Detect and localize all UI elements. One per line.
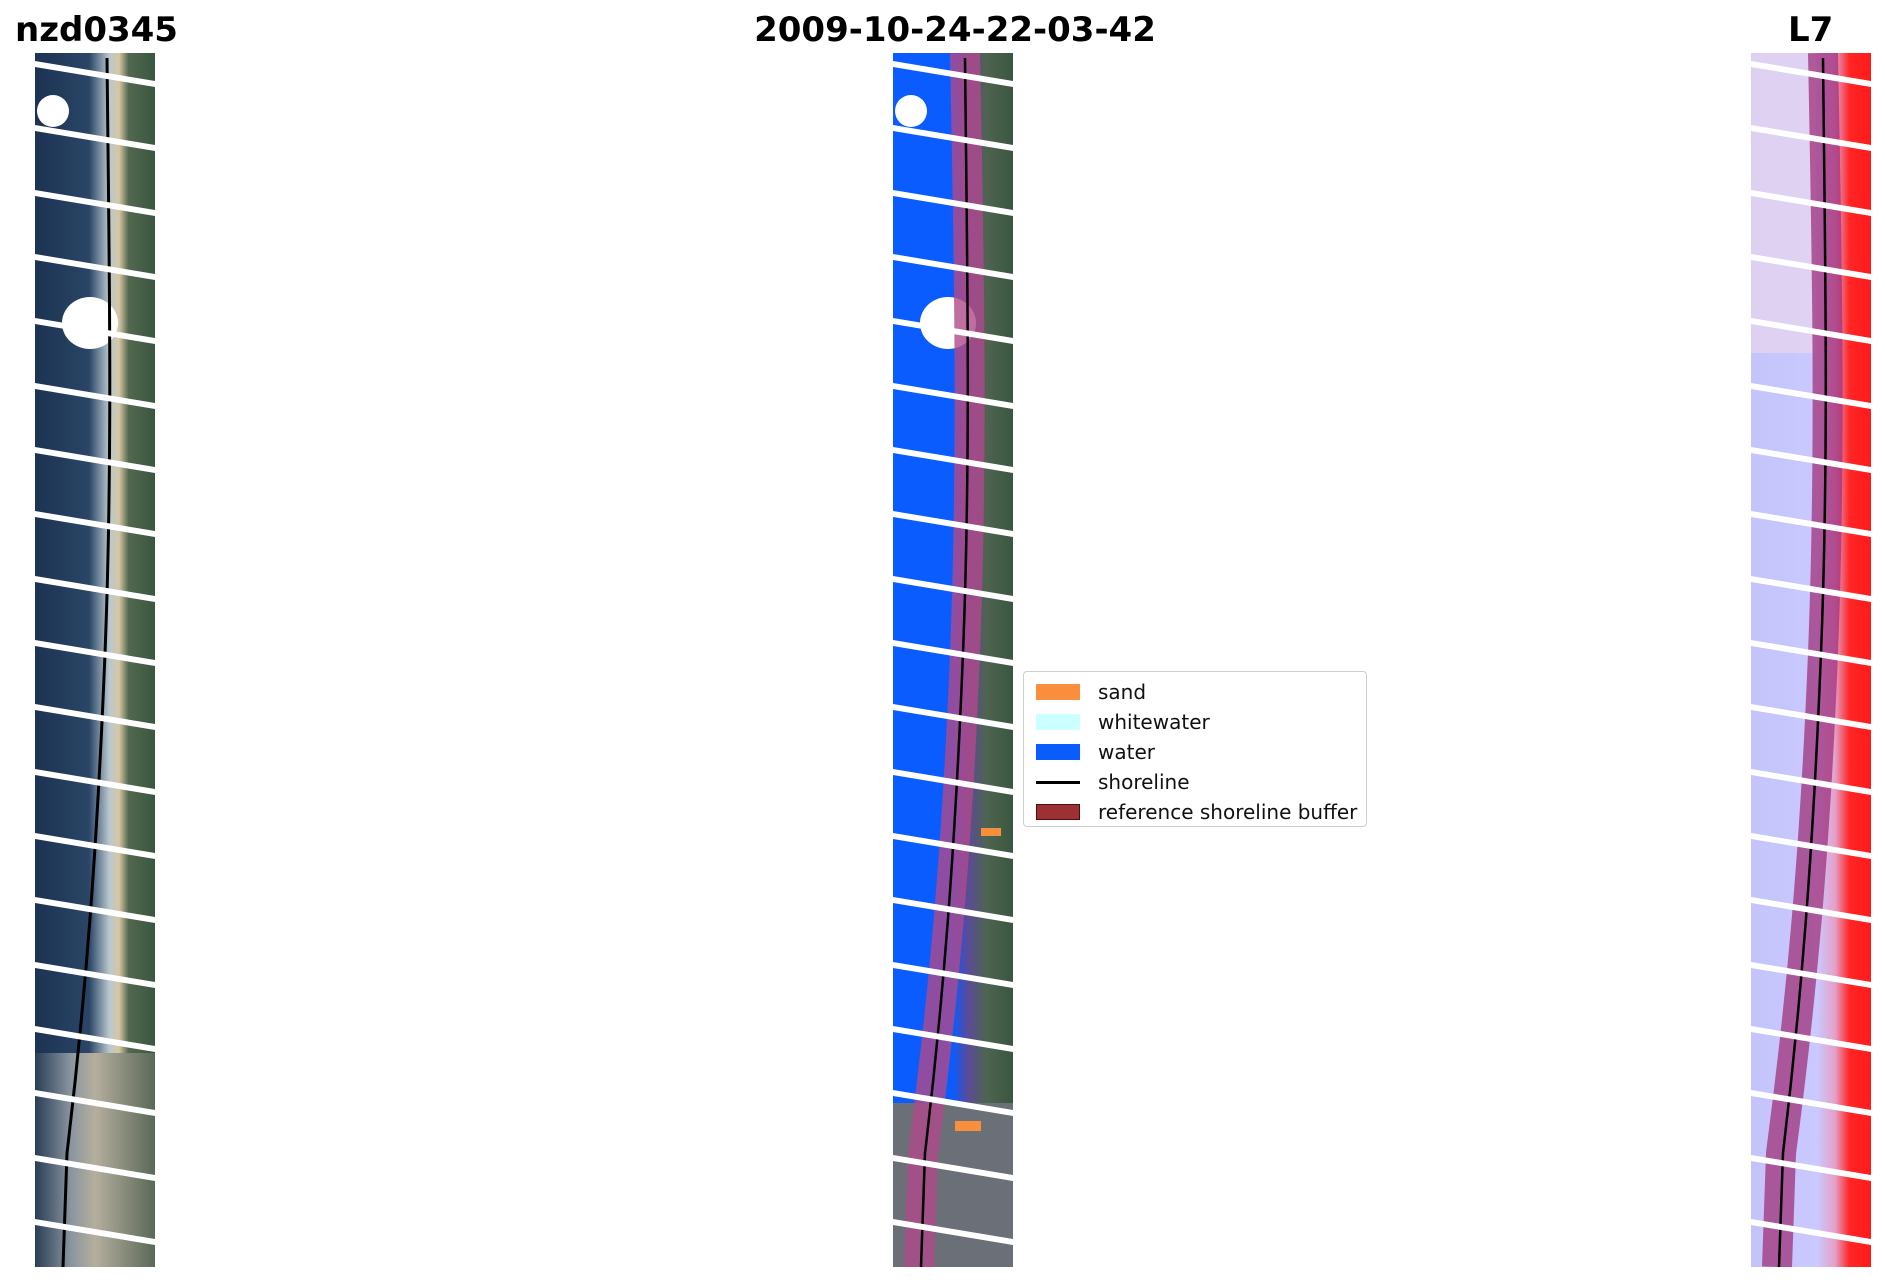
legend-label: water <box>1098 740 1155 764</box>
index-image <box>1751 53 1871 1267</box>
legend-item-shoreline: shoreline <box>1030 766 1360 796</box>
panel-title-site: nzd0345 <box>15 10 178 50</box>
sand-swatch <box>1036 684 1080 700</box>
legend-label: sand <box>1098 680 1147 704</box>
buffer-swatch <box>1036 804 1080 820</box>
panel-title-date: 2009-10-24-22-03-42 <box>754 10 1156 50</box>
rgb-image-panel <box>35 53 155 1267</box>
legend: sand whitewater water shoreline referenc… <box>1023 671 1367 827</box>
whitewater-swatch <box>1036 714 1080 730</box>
legend-label: reference shoreline buffer <box>1098 800 1358 824</box>
index-image-panel <box>1751 53 1871 1267</box>
rgb-image <box>35 53 155 1267</box>
legend-item-whitewater: whitewater <box>1030 706 1360 736</box>
classified-image <box>893 53 1013 1267</box>
panel-title-satellite: L7 <box>1788 10 1834 50</box>
legend-item-buffer: reference shoreline buffer <box>1030 796 1360 826</box>
legend-label: whitewater <box>1098 710 1210 734</box>
classified-image-panel <box>893 53 1013 1267</box>
legend-item-sand: sand <box>1030 676 1360 706</box>
water-swatch <box>1036 744 1080 760</box>
legend-item-water: water <box>1030 736 1360 766</box>
scan-line-gaps <box>35 61 155 1245</box>
legend-label: shoreline <box>1098 770 1190 794</box>
shoreline-line-swatch <box>1036 781 1080 784</box>
